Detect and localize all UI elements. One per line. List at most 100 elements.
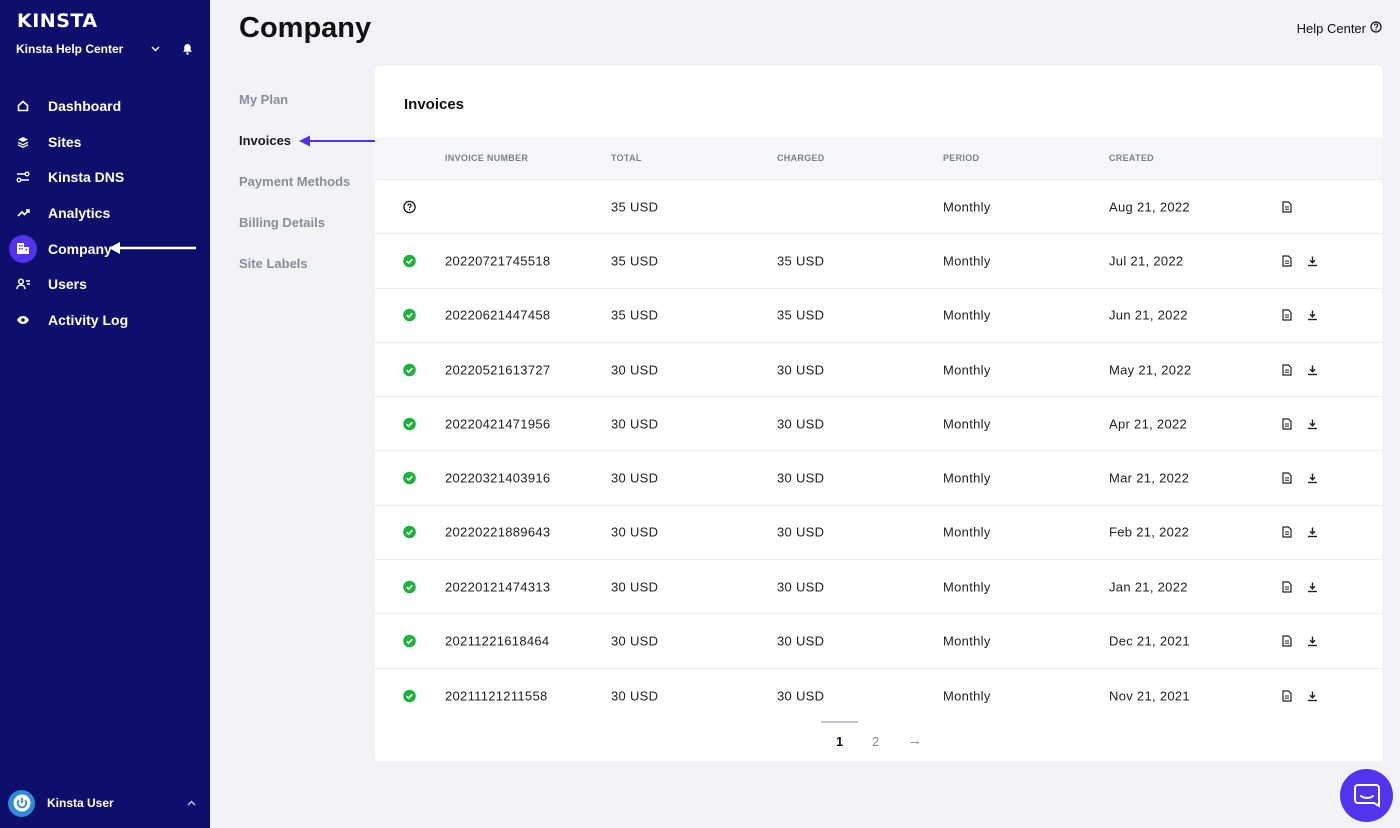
next-page-button[interactable]: →: [907, 732, 922, 749]
invoice-charged: 35 USD: [777, 307, 825, 323]
invoice-period: Monthly: [943, 199, 991, 215]
view-invoice-icon[interactable]: [1282, 690, 1292, 702]
view-invoice-icon[interactable]: [1282, 201, 1292, 213]
user-name: Kinsta User: [47, 796, 114, 810]
check-circle-icon: [403, 308, 416, 322]
invoice-period: Monthly: [943, 633, 991, 649]
invoice-number: 20220421471956: [445, 416, 551, 432]
table-row: 20220621447458 35 USD 35 USD Monthly Jun 21,…: [375, 289, 1382, 343]
subnav-invoices[interactable]: Invoices: [239, 133, 292, 148]
page-2-button[interactable]: 2: [872, 734, 880, 749]
trend-icon: [15, 205, 31, 221]
building-icon: [9, 234, 37, 263]
invoice-total: 30 USD: [611, 362, 659, 378]
subnav-site-labels[interactable]: Site Labels: [239, 256, 308, 271]
invoice-created: Nov 21, 2021: [1109, 688, 1190, 704]
download-icon[interactable]: [1307, 310, 1318, 321]
invoice-created: Feb 21, 2022: [1109, 524, 1190, 540]
invoices-title: Invoices: [404, 96, 465, 113]
invoice-charged: 30 USD: [777, 688, 825, 704]
page-title: Company: [239, 12, 372, 44]
check-circle-icon: [403, 417, 416, 431]
chat-launcher-button[interactable]: [1340, 769, 1393, 822]
company-switcher[interactable]: Kinsta Help Center: [16, 41, 194, 57]
sidebar-item-users[interactable]: Users: [0, 266, 210, 302]
column-header-period: PERIOD: [943, 153, 980, 163]
sidebar-item-label: Analytics: [48, 204, 111, 221]
table-row: 20211221618464 30 USD 30 USD Monthly Dec 21,…: [375, 614, 1382, 669]
view-invoice-icon[interactable]: [1282, 581, 1292, 593]
page-1-button[interactable]: 1: [836, 734, 844, 749]
company-switcher-name: Kinsta Help Center: [16, 42, 124, 56]
column-header-charged: CHARGED: [777, 153, 825, 163]
download-icon[interactable]: [1307, 527, 1318, 538]
invoice-charged: 30 USD: [777, 362, 825, 378]
invoice-number: 20220321403916: [445, 470, 551, 486]
check-circle-icon: [403, 580, 416, 594]
download-icon[interactable]: [1307, 690, 1318, 702]
chevron-down-icon[interactable]: [148, 46, 162, 52]
column-header-total: TOTAL: [611, 153, 642, 163]
invoice-total: 30 USD: [611, 633, 659, 649]
invoice-created: Jul 21, 2022: [1109, 253, 1184, 269]
user-menu[interactable]: Kinsta User: [0, 778, 210, 828]
view-invoice-icon[interactable]: [1282, 309, 1292, 321]
sidebar-item-activity-log[interactable]: Activity Log: [0, 302, 210, 338]
download-icon[interactable]: [1307, 581, 1318, 592]
dns-icon: [15, 169, 31, 185]
download-icon[interactable]: [1307, 636, 1318, 647]
column-header-invoice-number: INVOICE NUMBER: [445, 153, 529, 163]
invoice-created: Aug 21, 2022: [1109, 199, 1190, 215]
sidebar-item-dashboard[interactable]: Dashboard: [0, 88, 210, 124]
invoice-number: 20220721745518: [445, 253, 551, 269]
view-invoice-icon[interactable]: [1282, 255, 1292, 267]
invoice-period: Monthly: [943, 470, 991, 486]
table-row: 20220421471956 30 USD 30 USD Monthly Apr 21,…: [375, 397, 1382, 452]
sidebar-item-sites[interactable]: Sites: [0, 124, 210, 160]
sidebar-item-label: Activity Log: [48, 311, 129, 328]
pagination: 1 2 →: [821, 721, 941, 761]
sidebar-item-analytics[interactable]: Analytics: [0, 195, 210, 231]
table-header: INVOICE NUMBER TOTAL CHARGED PERIOD CREA…: [375, 137, 1382, 180]
sidebar: KINSTA Kinsta Help Center Dashboard Site…: [0, 0, 210, 828]
invoice-total: 35 USD: [611, 199, 659, 215]
subnav-my-plan[interactable]: My Plan: [239, 92, 289, 107]
invoice-period: Monthly: [943, 579, 991, 595]
view-invoice-icon[interactable]: [1282, 472, 1292, 484]
invoice-charged: 30 USD: [777, 633, 825, 649]
table-row: 35 USD Monthly Aug 21, 2022: [375, 180, 1382, 235]
download-icon[interactable]: [1307, 255, 1318, 267]
invoice-created: Jun 21, 2022: [1109, 307, 1188, 323]
kinsta-logo[interactable]: KINSTA: [17, 10, 98, 32]
download-icon[interactable]: [1307, 418, 1318, 430]
invoice-number: 20220621447458: [445, 307, 551, 323]
invoice-created: May 21, 2022: [1109, 362, 1192, 378]
view-invoice-icon[interactable]: [1282, 418, 1292, 430]
invoice-period: Monthly: [943, 524, 991, 540]
table-row: 20220321403916 30 USD 30 USD Monthly Mar 21,…: [375, 451, 1382, 506]
invoice-charged: 30 USD: [777, 579, 825, 595]
table-row: 20211121211558 30 USD 30 USD Monthly Nov 21,…: [375, 669, 1382, 723]
question-circle-icon: [403, 200, 416, 213]
view-invoice-icon[interactable]: [1282, 635, 1292, 647]
invoice-created: Mar 21, 2022: [1109, 470, 1190, 486]
chevron-up-icon[interactable]: [187, 800, 196, 806]
subnav-payment-methods[interactable]: Payment Methods: [239, 174, 351, 189]
check-circle-icon: [403, 363, 416, 376]
download-icon[interactable]: [1307, 364, 1318, 375]
bell-icon[interactable]: [180, 43, 194, 55]
users-icon: [15, 276, 31, 292]
invoice-number: 20211121211558: [445, 688, 548, 704]
sidebar-item-company[interactable]: Company: [0, 231, 210, 267]
download-icon[interactable]: [1307, 473, 1318, 484]
sidebar-item-kinsta-dns[interactable]: Kinsta DNS: [0, 159, 210, 195]
check-circle-icon: [403, 634, 416, 648]
subnav-billing-details[interactable]: Billing Details: [239, 215, 325, 230]
annotation-arrow-icon: [108, 240, 198, 261]
invoice-created: Jan 21, 2022: [1109, 579, 1188, 595]
invoice-charged: 30 USD: [777, 416, 825, 432]
help-center-link[interactable]: Help Center: [1297, 21, 1382, 36]
view-invoice-icon[interactable]: [1282, 526, 1292, 539]
view-invoice-icon[interactable]: [1282, 363, 1292, 376]
invoice-number: 20220221889643: [445, 524, 551, 540]
